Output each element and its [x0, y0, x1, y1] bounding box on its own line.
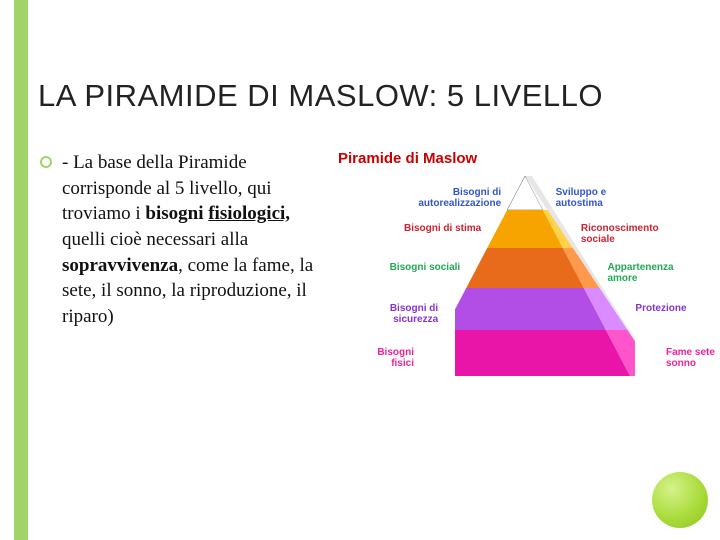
pyramid-label-left: Bisognifisici [377, 347, 414, 369]
slide: LA PIRAMIDE DI MASLOW: 5 LIVELLO - La ba… [0, 0, 720, 540]
maslow-figure: Piramide di Maslow Bisogni diautorealizz… [330, 150, 710, 430]
pyramid-label-right: Riconoscimentosociale [581, 223, 659, 245]
pyramid-label-right: Appartenenzaamore [607, 262, 673, 284]
body-mid: quelli cioè necessari alla [62, 229, 248, 250]
pyramid-label-left: Bisogni diautorealizzazione [418, 187, 501, 209]
pyramid-label-right: Protezione [635, 303, 686, 314]
bullet-icon [40, 156, 52, 168]
pyramid-wrap: Bisogni diautorealizzazione Sviluppo eaut… [330, 171, 710, 421]
body-content: - La base della Piramide corrisponde al … [40, 150, 320, 329]
bullet-row: - La base della Piramide corrisponde al … [40, 150, 320, 329]
body-bold-2: sopravvivenza [62, 255, 178, 276]
decorative-orb [652, 472, 708, 528]
figure-title: Piramide di Maslow [330, 150, 710, 167]
pyramid-label-right: Sviluppo eautostima [556, 187, 607, 209]
pyramid-label-left: Bisogni sociali [390, 262, 461, 273]
body-bold-1: bisogni [145, 203, 208, 224]
pyramid-label-left: Bisogni di stima [404, 223, 481, 234]
pyramid-label-left: Bisogni disicurezza [390, 303, 438, 325]
pyramid-svg [455, 176, 635, 406]
pyramid-label-right: Fame setesonno [666, 347, 715, 369]
page-title: LA PIRAMIDE DI MASLOW: 5 LIVELLO [38, 78, 603, 114]
body-bold-1u: fisiologici, [208, 203, 290, 224]
accent-bar [14, 0, 28, 540]
body-paragraph: - La base della Piramide corrisponde al … [62, 150, 320, 329]
